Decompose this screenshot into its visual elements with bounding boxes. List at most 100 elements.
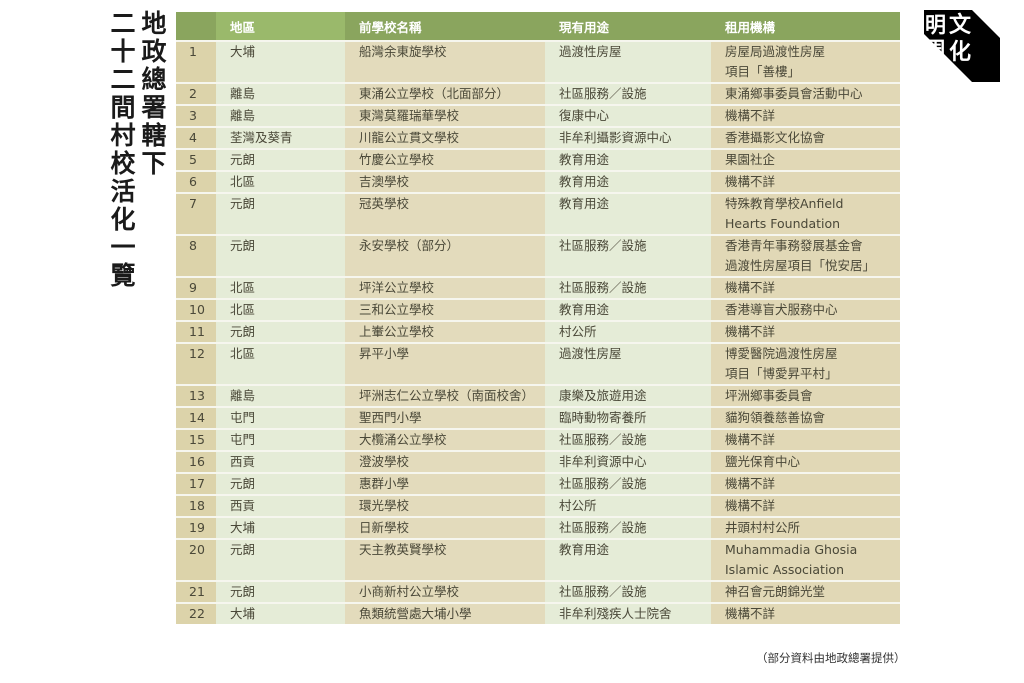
organization-cell: 香港導盲犬服務中心 bbox=[711, 298, 900, 321]
header-district: 地區 bbox=[216, 12, 345, 41]
school-cell: 小商新村公立學校 bbox=[345, 580, 545, 603]
use-cell: 社區服務／設施 bbox=[545, 234, 711, 277]
organization-line: 神召會元朗錦光堂 bbox=[725, 584, 826, 599]
organization-cell: 機構不詳 bbox=[711, 428, 900, 451]
use-cell: 社區服務／設施 bbox=[545, 82, 711, 105]
school-cell: 坪洋公立學校 bbox=[345, 276, 545, 299]
school-cell: 東涌公立學校（北面部分） bbox=[345, 82, 545, 105]
organization-line: 香港攝影文化協會 bbox=[725, 130, 826, 145]
organization-line: 機構不詳 bbox=[725, 324, 776, 339]
organization-line: 機構不詳 bbox=[725, 108, 776, 123]
table-row: 7 元朗 冠英學校 教育用途 特殊教育學校Anfield Hearts Foundatio… bbox=[176, 192, 900, 235]
svg-text:文: 文 bbox=[949, 12, 972, 38]
district-cell: 大埔 bbox=[216, 516, 345, 539]
school-cell: 永安學校（部分） bbox=[345, 234, 545, 277]
table-row: 2 離島 東涌公立學校（北面部分） 社區服務／設施 東涌鄉事委員會活動中心 bbox=[176, 82, 900, 105]
row-number: 6 bbox=[176, 170, 216, 193]
school-cell: 三和公立學校 bbox=[345, 298, 545, 321]
district-cell: 離島 bbox=[216, 384, 345, 407]
use-cell: 教育用途 bbox=[545, 298, 711, 321]
school-cell: 天主教英賢學校 bbox=[345, 538, 545, 581]
use-cell: 過渡性房屋 bbox=[545, 40, 711, 83]
school-cell: 大欖涌公立學校 bbox=[345, 428, 545, 451]
school-cell: 昇平小學 bbox=[345, 342, 545, 385]
organization-line: 機構不詳 bbox=[725, 280, 776, 295]
use-cell: 教育用途 bbox=[545, 538, 711, 581]
district-cell: 北區 bbox=[216, 276, 345, 299]
organization-line: Hearts Foundation bbox=[725, 216, 841, 231]
organization-cell: 機構不詳 bbox=[711, 320, 900, 343]
organization-cell: 機構不詳 bbox=[711, 494, 900, 517]
table-row: 10 北區 三和公立學校 教育用途 香港導盲犬服務中心 bbox=[176, 298, 900, 321]
row-number: 15 bbox=[176, 428, 216, 451]
district-cell: 離島 bbox=[216, 82, 345, 105]
row-number: 9 bbox=[176, 276, 216, 299]
organization-line: 機構不詳 bbox=[725, 476, 776, 491]
table-row: 4 荃灣及葵青 川龍公立貫文學校 非牟利攝影資源中心 香港攝影文化協會 bbox=[176, 126, 900, 149]
organization-line: 項目「博愛昇平村」 bbox=[725, 366, 838, 381]
organization-line: 東涌鄉事委員會活動中心 bbox=[725, 86, 863, 101]
village-school-table: 地區 前學校名稱 現有用途 租用機構 1 大埔 船灣余東旋學校 過渡性房屋 房屋局過渡性… bbox=[176, 12, 900, 624]
use-cell: 非牟利攝影資源中心 bbox=[545, 126, 711, 149]
source-footnote: （部分資料由地政總署提供） bbox=[756, 651, 906, 665]
use-cell: 社區服務／設施 bbox=[545, 472, 711, 495]
row-number: 22 bbox=[176, 602, 216, 624]
use-cell: 康樂及旅遊用途 bbox=[545, 384, 711, 407]
organization-line: Islamic Association bbox=[725, 562, 845, 577]
school-cell: 冠英學校 bbox=[345, 192, 545, 235]
table-row: 5 元朗 竹慶公立學校 教育用途 果園社企 bbox=[176, 148, 900, 171]
header-number bbox=[176, 12, 216, 41]
organization-line: 特殊教育學校Anfield bbox=[725, 196, 844, 211]
table-row: 9 北區 坪洋公立學校 社區服務／設施 機構不詳 bbox=[176, 276, 900, 299]
row-number: 14 bbox=[176, 406, 216, 429]
row-number: 4 bbox=[176, 126, 216, 149]
use-cell: 非牟利資源中心 bbox=[545, 450, 711, 473]
district-cell: 屯門 bbox=[216, 428, 345, 451]
table-row: 21 元朗 小商新村公立學校 社區服務／設施 神召會元朗錦光堂 bbox=[176, 580, 900, 603]
row-number: 3 bbox=[176, 104, 216, 127]
school-cell: 惠群小學 bbox=[345, 472, 545, 495]
organization-line: 博愛醫院過渡性房屋 bbox=[725, 346, 838, 361]
organization-cell: 果園社企 bbox=[711, 148, 900, 171]
table-row: 20 元朗 天主教英賢學校 教育用途 Muhammadia Ghosia Islamic … bbox=[176, 538, 900, 581]
organization-cell: 特殊教育學校Anfield Hearts Foundation bbox=[711, 192, 900, 235]
use-cell: 過渡性房屋 bbox=[545, 342, 711, 385]
organization-line: 井頭村村公所 bbox=[725, 520, 801, 535]
table-row: 3 離島 東灣莫羅瑞華學校 復康中心 機構不詳 bbox=[176, 104, 900, 127]
svg-text:化: 化 bbox=[949, 39, 971, 65]
organization-line: Muhammadia Ghosia bbox=[725, 542, 858, 557]
organization-line: 坪洲鄉事委員會 bbox=[725, 388, 813, 403]
use-cell: 社區服務／設施 bbox=[545, 428, 711, 451]
row-number: 2 bbox=[176, 82, 216, 105]
district-cell: 元朗 bbox=[216, 234, 345, 277]
use-cell: 社區服務／設施 bbox=[545, 516, 711, 539]
table-row: 12 北區 昇平小學 過渡性房屋 博愛醫院過渡性房屋 項目「博愛昇平村」 bbox=[176, 342, 900, 385]
district-cell: 北區 bbox=[216, 298, 345, 321]
district-cell: 離島 bbox=[216, 104, 345, 127]
district-cell: 大埔 bbox=[216, 40, 345, 83]
organization-cell: 香港攝影文化協會 bbox=[711, 126, 900, 149]
organization-cell: 房屋局過渡性房屋 項目「善樓」 bbox=[711, 40, 900, 83]
school-cell: 魚類統營處大埔小學 bbox=[345, 602, 545, 624]
table-row: 8 元朗 永安學校（部分） 社區服務／設施 香港青年事務發展基金會 過渡性房屋項目「悅安居… bbox=[176, 234, 900, 277]
table-row: 13 離島 坪洲志仁公立學校（南面校舍） 康樂及旅遊用途 坪洲鄉事委員會 bbox=[176, 384, 900, 407]
table-row: 1 大埔 船灣余東旋學校 過渡性房屋 房屋局過渡性房屋 項目「善樓」 bbox=[176, 40, 900, 83]
row-number: 10 bbox=[176, 298, 216, 321]
header-organization: 租用機構 bbox=[711, 12, 900, 41]
organization-cell: 坪洲鄉事委員會 bbox=[711, 384, 900, 407]
district-cell: 元朗 bbox=[216, 580, 345, 603]
use-cell: 教育用途 bbox=[545, 148, 711, 171]
district-cell: 西貢 bbox=[216, 450, 345, 473]
table-row: 18 西貢 環光學校 村公所 機構不詳 bbox=[176, 494, 900, 517]
organization-line: 香港導盲犬服務中心 bbox=[725, 302, 838, 317]
school-cell: 坪洲志仁公立學校（南面校舍） bbox=[345, 384, 545, 407]
row-number: 19 bbox=[176, 516, 216, 539]
header-school: 前學校名稱 bbox=[345, 12, 545, 41]
organization-cell: 貓狗領養慈善協會 bbox=[711, 406, 900, 429]
page-title-line-2: 二十二間村校活化一覽 bbox=[107, 10, 136, 290]
school-cell: 竹慶公立學校 bbox=[345, 148, 545, 171]
row-number: 7 bbox=[176, 192, 216, 235]
organization-cell: 機構不詳 bbox=[711, 104, 900, 127]
row-number: 13 bbox=[176, 384, 216, 407]
row-number: 11 bbox=[176, 320, 216, 343]
